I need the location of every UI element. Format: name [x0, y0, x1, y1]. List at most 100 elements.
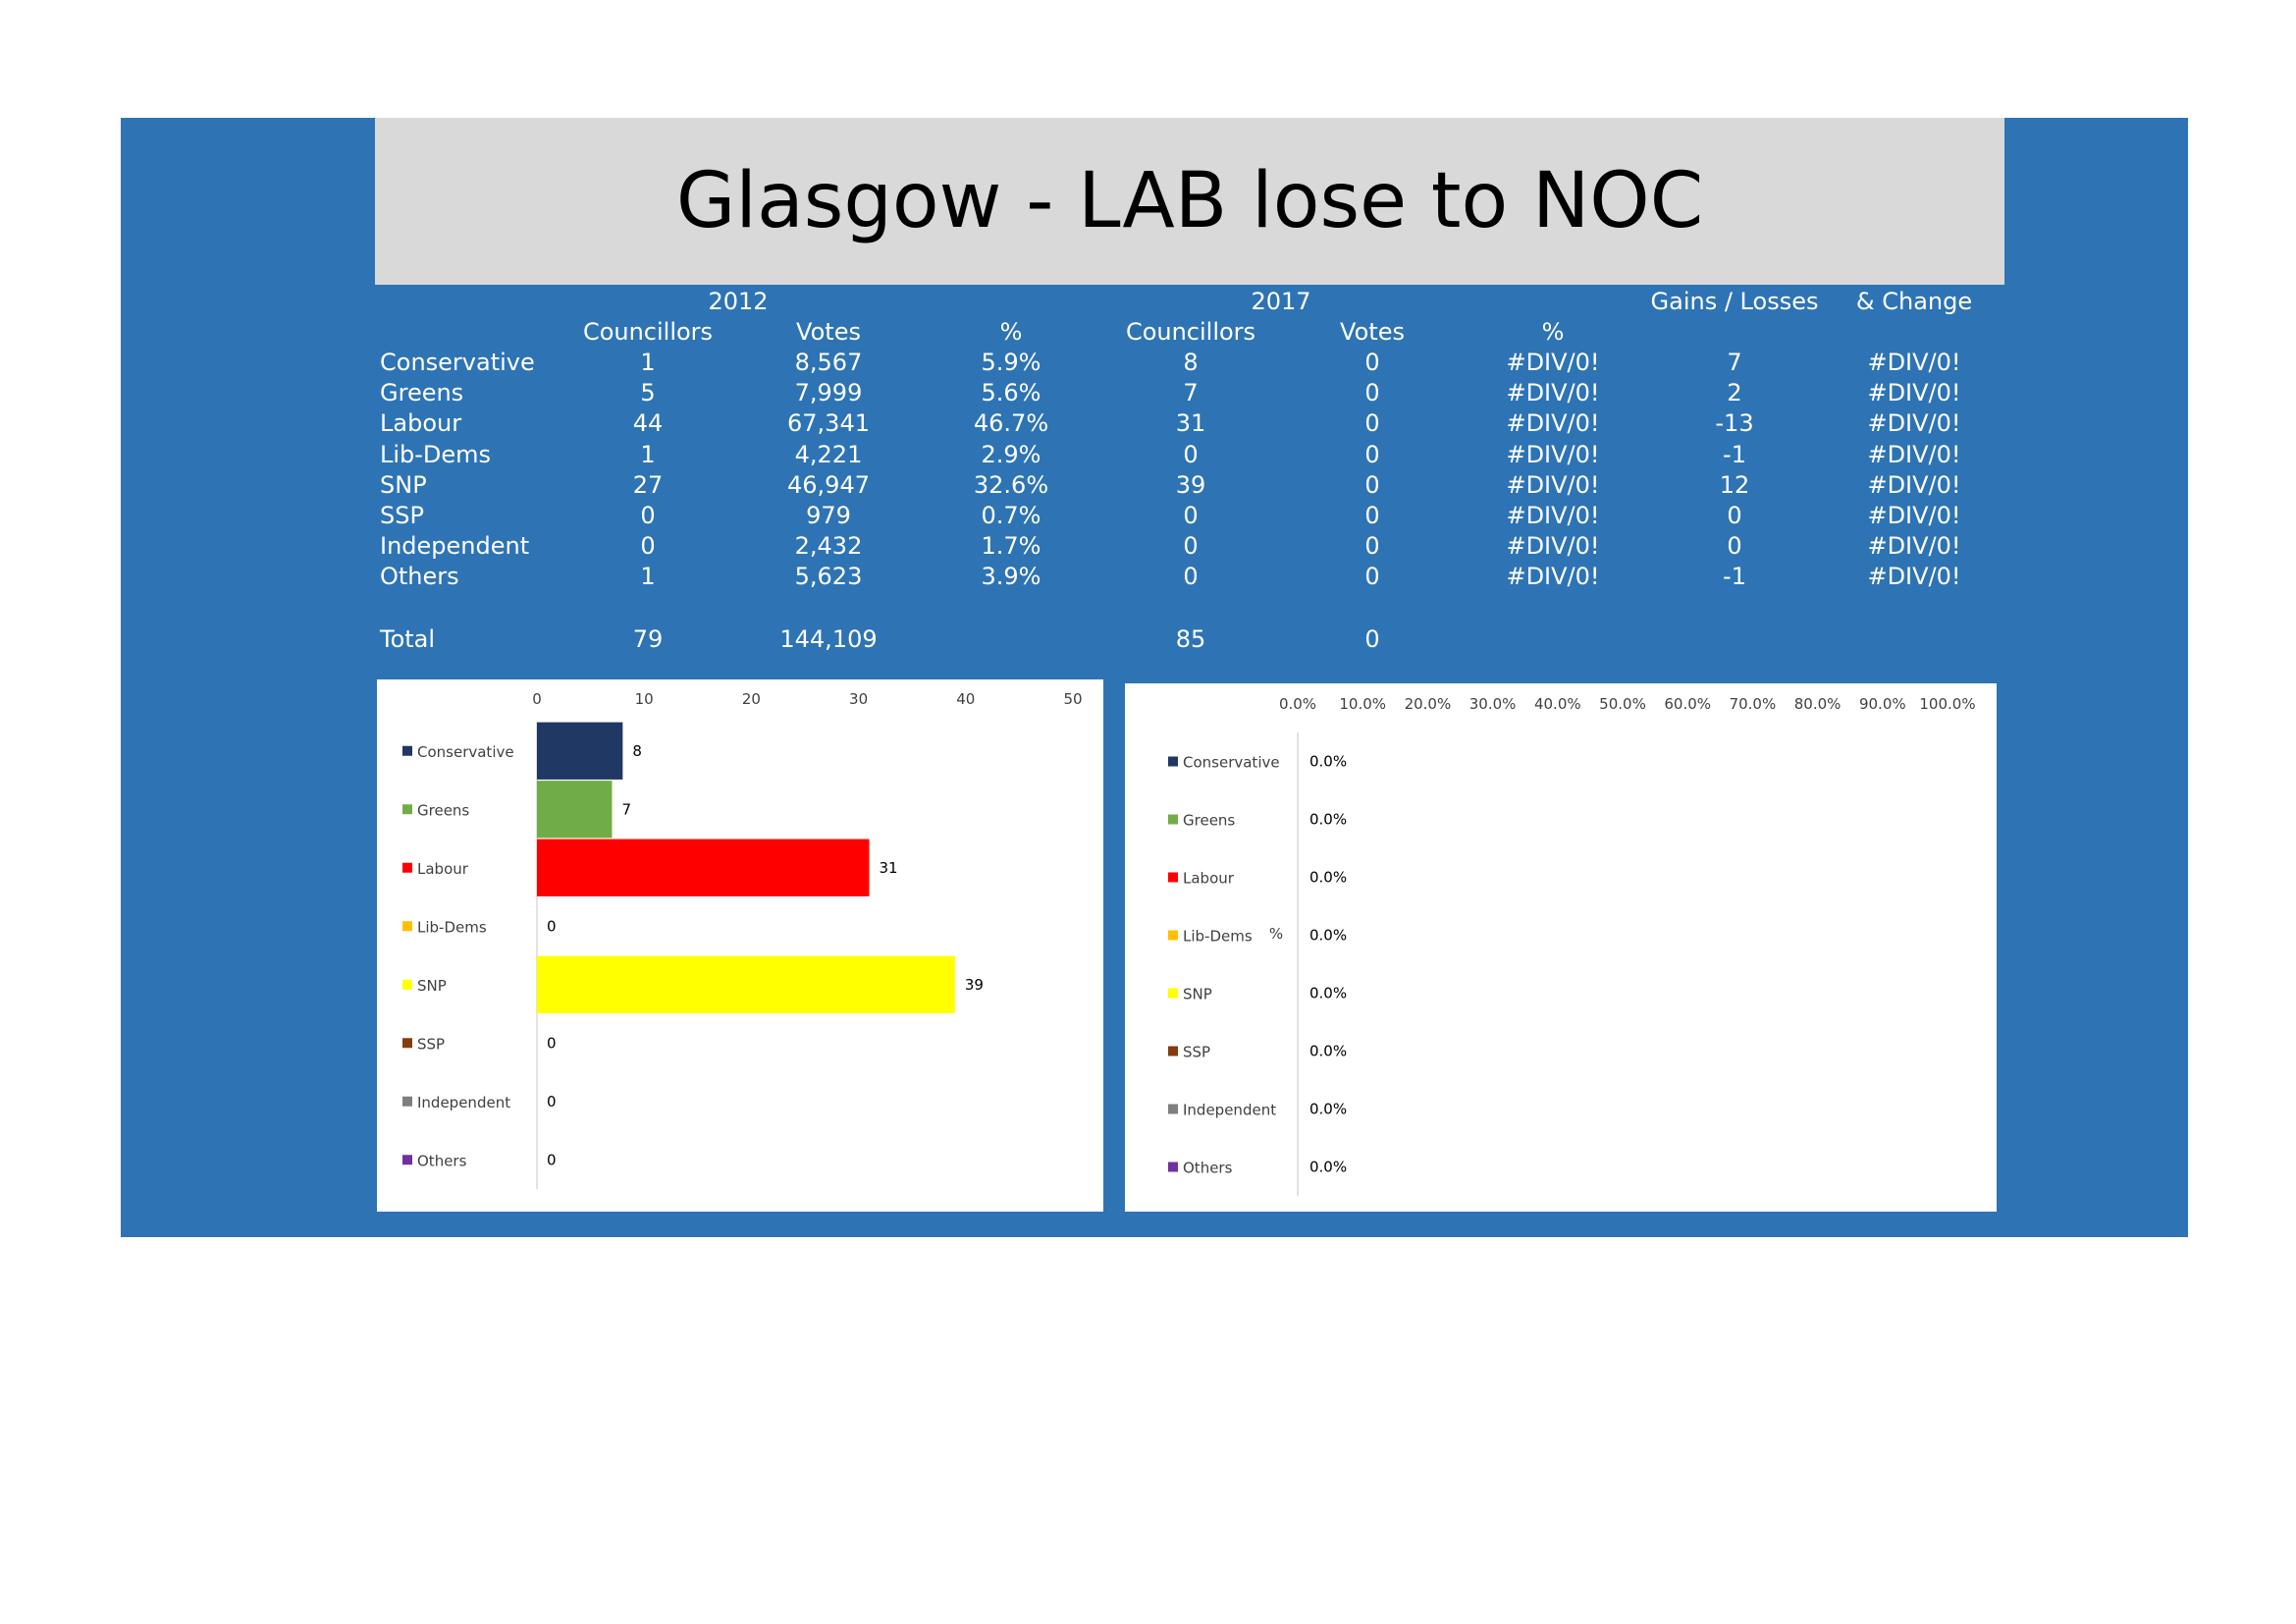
total-votes-2017: 0 — [1364, 625, 1380, 653]
table-cell-votes-2017: 0 — [1364, 563, 1380, 591]
table-cell-votes-2012: 979 — [806, 502, 851, 529]
table-cell-votes-2017: 0 — [1364, 440, 1380, 468]
bar — [537, 781, 613, 839]
legend-label: Others — [417, 1152, 467, 1169]
table-cell-percent-2017: #DIV/0! — [1506, 409, 1600, 438]
table-cell-percent-2017: #DIV/0! — [1506, 349, 1600, 376]
legend-marker — [1168, 756, 1178, 767]
x-tick-label: 50.0% — [1599, 695, 1646, 713]
table-cell-party-name: SNP — [380, 470, 427, 499]
x-tick-label: 50 — [1063, 690, 1082, 708]
year-header-2012: 2012 — [708, 288, 769, 315]
data-label: 0.0% — [1309, 985, 1347, 1002]
table-cell-votes-2012: 7,999 — [794, 379, 863, 407]
councillors-chart: 0 10 20 30 40 50 Conservative 8 Greens 7 Labour 31 L… — [377, 679, 1103, 1212]
x-tick-label: 10.0% — [1339, 695, 1386, 713]
legend-marker — [1168, 1162, 1178, 1172]
vote-share-chart-svg: 0.0% 10.0% 20.0% 30.0% 40.0% 50.0% 60.0% 70.0% 8… — [1168, 695, 1976, 1196]
legend-label: Conservative — [417, 743, 514, 761]
gains-losses-header: Gains / Losses — [1650, 288, 1819, 315]
table-cell-councillors-2012: 1 — [640, 349, 656, 376]
x-tick-label: 0 — [532, 690, 542, 708]
data-label: 0.0% — [1309, 1043, 1347, 1060]
table-cell-percent-2017: #DIV/0! — [1506, 470, 1600, 499]
table-cell-gains-losses: 2 — [1727, 379, 1742, 407]
table-cell-councillors-2017: 0 — [1183, 440, 1199, 468]
table-cell-percent-change: #DIV/0! — [1867, 379, 1961, 407]
x-tick-label: 70.0% — [1730, 695, 1777, 713]
table-cell-percent-2012: 5.9% — [981, 349, 1041, 376]
legend-marker — [402, 1038, 412, 1049]
table-cell-votes-2017: 0 — [1364, 349, 1380, 376]
table-cell-councillors-2012: 0 — [640, 532, 656, 561]
table-cell-councillors-2017: 7 — [1183, 379, 1199, 407]
table-cell-percent-2012: 2.9% — [981, 440, 1041, 468]
data-label: 0.0% — [1309, 927, 1347, 945]
table-cell-percent-2017: #DIV/0! — [1506, 532, 1600, 561]
table-cell-votes-2012: 5,623 — [794, 563, 863, 591]
legend-marker — [402, 1155, 412, 1165]
legend-marker — [402, 979, 412, 990]
data-label: 0 — [547, 917, 557, 935]
legend-label: SNP — [1183, 986, 1212, 1003]
legend-label: Lib-Dems — [1183, 928, 1253, 946]
table-cell-votes-2012: 4,221 — [794, 440, 863, 468]
legend-marker — [402, 745, 412, 756]
table-cell-votes-2017: 0 — [1364, 379, 1380, 407]
total-councillors-2017: 85 — [1175, 625, 1206, 653]
data-label: 0.0% — [1309, 811, 1347, 829]
table-cell-percent-2017: #DIV/0! — [1506, 563, 1600, 591]
legend-label: Independent — [1183, 1102, 1276, 1119]
total-label: Total — [380, 625, 436, 653]
data-label: 0.0% — [1309, 1159, 1347, 1176]
table-cell-councillors-2017: 39 — [1175, 470, 1206, 499]
table-cell-councillors-2012: 0 — [640, 502, 656, 529]
x-tick-label: 100.0% — [1919, 695, 1975, 713]
table-cell-percent-2012: 0.7% — [981, 502, 1041, 529]
x-tick-label: 0.0% — [1279, 695, 1316, 713]
legend-label: Greens — [1183, 812, 1235, 830]
x-tick-label: 60.0% — [1664, 695, 1711, 713]
legend-label: SSP — [1183, 1044, 1210, 1061]
legend-label: Lib-Dems — [417, 918, 487, 936]
table-cell-councillors-2017: 0 — [1183, 502, 1199, 529]
table-cell-councillors-2017: 0 — [1183, 532, 1199, 561]
legend-marker — [1168, 1104, 1178, 1114]
data-label: 39 — [965, 976, 984, 994]
table-cell-gains-losses: -1 — [1723, 440, 1746, 468]
table-cell-gains-losses: 12 — [1719, 470, 1750, 499]
data-label: 0.0% — [1309, 753, 1347, 771]
header-votes-2017: Votes — [1340, 318, 1405, 346]
table-cell-party-name: Others — [380, 563, 459, 591]
table-cell-percent-change: #DIV/0! — [1867, 470, 1961, 499]
table-cell-party-name: Conservative — [380, 349, 535, 376]
legend-marker — [1168, 814, 1178, 825]
x-tick-label: 20.0% — [1405, 695, 1452, 713]
table-cell-councillors-2012: 1 — [640, 563, 656, 591]
table-cell-percent-2012: 1.7% — [981, 532, 1041, 561]
legend-marker — [1168, 1046, 1178, 1056]
table-cell-percent-change: #DIV/0! — [1867, 563, 1961, 591]
legend-marker — [402, 804, 412, 815]
bar — [537, 839, 870, 896]
table-cell-percent-change: #DIV/0! — [1867, 409, 1961, 438]
table-cell-councillors-2012: 27 — [632, 470, 664, 499]
legend-label: SNP — [417, 977, 447, 995]
table-cell-percent-2012: 32.6% — [973, 470, 1049, 499]
table-cell-votes-2017: 0 — [1364, 409, 1380, 438]
x-tick-label: 90.0% — [1859, 695, 1906, 713]
header-councillors-2017: Councillors — [1125, 318, 1256, 346]
table-cell-councillors-2017: 0 — [1183, 563, 1199, 591]
x-tick-label: 80.0% — [1794, 695, 1842, 713]
legend-label: Independent — [417, 1094, 510, 1111]
legend-marker — [402, 862, 412, 873]
table-cell-gains-losses: 0 — [1727, 502, 1742, 529]
legend-marker — [1168, 930, 1178, 941]
legend-label: Greens — [417, 801, 469, 819]
total-votes-2012: 144,109 — [779, 625, 878, 653]
legend-label: Labour — [417, 860, 469, 878]
table-cell-votes-2012: 46,947 — [787, 470, 870, 499]
data-label: 31 — [880, 859, 898, 877]
legend-marker — [1168, 872, 1178, 883]
table-cell-votes-2017: 0 — [1364, 502, 1380, 529]
